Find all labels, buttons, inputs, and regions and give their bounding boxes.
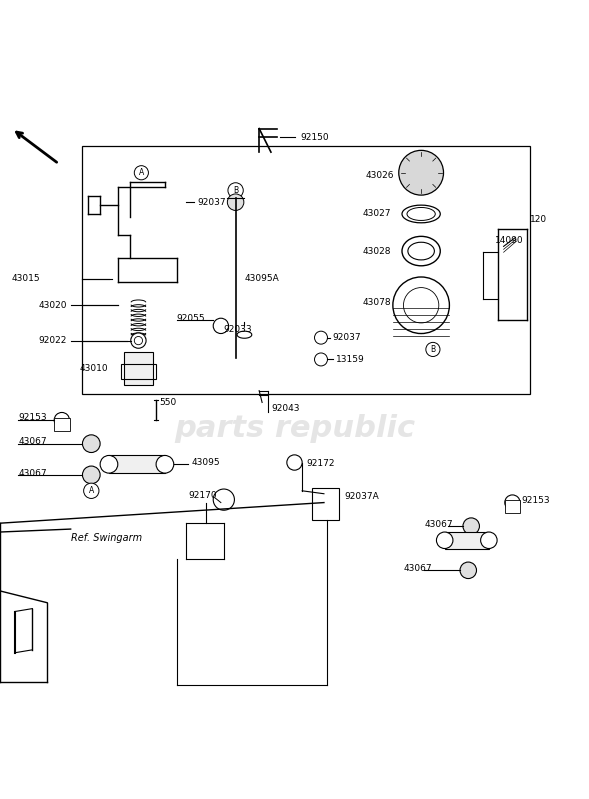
Circle shape <box>287 455 302 470</box>
Text: 43095A: 43095A <box>244 274 279 284</box>
Text: 120: 120 <box>530 216 547 225</box>
Circle shape <box>156 455 174 473</box>
Circle shape <box>460 562 477 578</box>
Circle shape <box>213 489 234 511</box>
Text: 92170: 92170 <box>188 491 217 500</box>
Circle shape <box>100 455 118 473</box>
Text: A: A <box>89 487 94 495</box>
Bar <box>121 364 156 379</box>
Circle shape <box>227 194 244 210</box>
Bar <box>109 455 165 473</box>
Bar <box>445 532 489 549</box>
Text: 43015: 43015 <box>12 274 41 284</box>
Circle shape <box>315 331 327 344</box>
Text: 43020: 43020 <box>38 300 67 310</box>
Circle shape <box>84 483 99 499</box>
Text: B: B <box>233 186 238 195</box>
Text: 43010: 43010 <box>80 364 108 373</box>
Text: 92037: 92037 <box>197 197 226 207</box>
Bar <box>82 146 530 394</box>
Text: 43067: 43067 <box>424 520 453 529</box>
Circle shape <box>54 412 70 427</box>
Text: 92043: 92043 <box>271 403 299 413</box>
Text: 43067: 43067 <box>403 564 432 573</box>
Text: 43095: 43095 <box>191 458 220 467</box>
Bar <box>505 500 520 513</box>
Text: 92172: 92172 <box>306 459 335 467</box>
Circle shape <box>393 277 449 333</box>
Circle shape <box>403 288 439 323</box>
Circle shape <box>134 336 143 344</box>
Text: 550: 550 <box>159 398 176 407</box>
Text: 43028: 43028 <box>362 247 391 256</box>
Text: 13159: 13159 <box>336 355 365 364</box>
Circle shape <box>481 532 497 549</box>
Text: 43067: 43067 <box>19 469 48 478</box>
Text: 43026: 43026 <box>365 171 393 181</box>
Circle shape <box>315 353 327 366</box>
Circle shape <box>134 165 148 180</box>
Text: 92037A: 92037A <box>345 492 379 501</box>
Text: 92153: 92153 <box>521 496 550 505</box>
Circle shape <box>213 318 229 333</box>
Circle shape <box>131 333 146 348</box>
Text: 92022: 92022 <box>38 336 67 345</box>
Bar <box>312 488 339 520</box>
Circle shape <box>463 518 479 535</box>
Bar <box>54 418 70 431</box>
Text: parts republic: parts republic <box>174 415 415 443</box>
Circle shape <box>426 342 440 356</box>
Circle shape <box>399 150 444 195</box>
Bar <box>124 352 153 385</box>
Circle shape <box>82 435 100 452</box>
Circle shape <box>505 495 520 511</box>
Text: 43027: 43027 <box>362 209 391 218</box>
Text: 43078: 43078 <box>362 298 391 307</box>
Text: 92153: 92153 <box>19 412 48 422</box>
Text: 43067: 43067 <box>19 437 48 447</box>
Text: Ref. Swingarm: Ref. Swingarm <box>71 533 142 543</box>
Text: 14090: 14090 <box>495 236 524 245</box>
Text: 92033: 92033 <box>224 325 253 335</box>
Circle shape <box>228 183 243 198</box>
Text: B: B <box>431 345 435 354</box>
Text: 92037: 92037 <box>333 333 362 342</box>
Text: 92055: 92055 <box>177 314 206 323</box>
Text: A: A <box>139 169 144 177</box>
Text: 92150: 92150 <box>300 133 329 142</box>
Circle shape <box>436 532 453 549</box>
Circle shape <box>82 466 100 483</box>
